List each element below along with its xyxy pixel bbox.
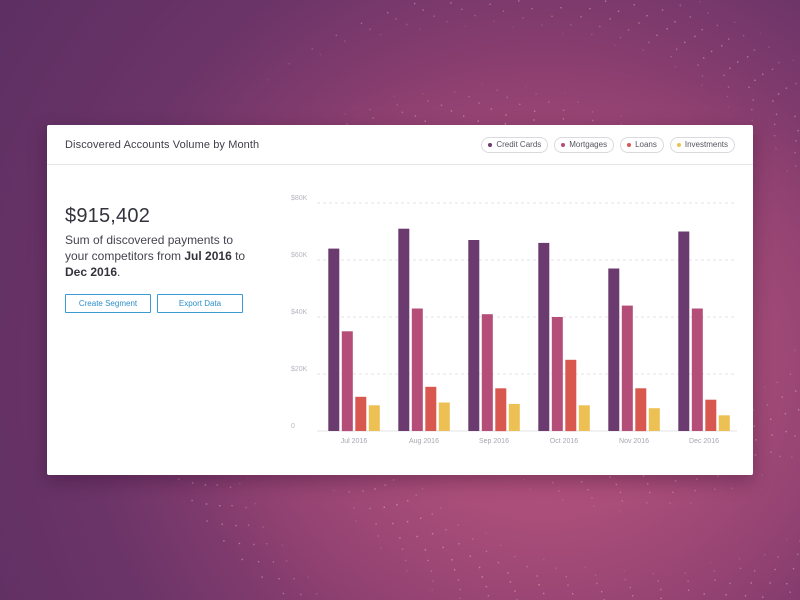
desc-mid: to (231, 249, 246, 263)
bar-loans[interactable] (635, 388, 647, 432)
bar-investments[interactable] (368, 405, 380, 431)
card-header: Discovered Accounts Volume by Month Cred… (47, 125, 753, 165)
bar-loans[interactable] (565, 359, 577, 432)
create-segment-button[interactable]: Create Segment (65, 294, 151, 313)
bar-investments[interactable] (718, 415, 730, 431)
bar-loans[interactable] (425, 386, 437, 431)
bar-loans[interactable] (495, 388, 507, 432)
bar-mortgages[interactable] (621, 305, 633, 431)
legend-label: Investments (684, 139, 728, 149)
legend-item-investments[interactable]: Investments (669, 136, 735, 153)
x-tick-label: Oct 2016 (550, 438, 579, 445)
legend-item-credit-cards[interactable]: Credit Cards (481, 136, 549, 153)
legend-item-mortgages[interactable]: Mortgages (554, 136, 615, 153)
bar-credit-cards[interactable] (538, 242, 550, 431)
y-tick-label: $80K (291, 195, 308, 202)
bar-chart-svg: 0 $20K $40K $60K $80K Jul 2016 Aug 2016 Sep 201… (291, 195, 737, 445)
y-tick-label: 0 (291, 423, 295, 430)
bar-mortgages[interactable] (481, 314, 493, 431)
summary: $915,402 Sum of discovered payments to y… (65, 205, 255, 280)
legend-dot-icon (676, 142, 681, 147)
bar-credit-cards[interactable] (608, 268, 620, 432)
legend-item-loans[interactable]: Loans (620, 136, 664, 153)
bar-investments[interactable] (438, 402, 450, 432)
bar-investments[interactable] (508, 403, 520, 431)
y-tick-label: $60K (291, 252, 308, 259)
chart-card: Discovered Accounts Volume by Month Cred… (47, 125, 753, 475)
date-from: Jul 2016 (184, 249, 232, 263)
bar-credit-cards[interactable] (328, 248, 340, 431)
bar-credit-cards[interactable] (678, 231, 690, 432)
y-tick-label: $40K (291, 309, 308, 316)
legend: Credit Cards Mortgages Loans Investments (481, 136, 735, 153)
total-amount: $915,402 (65, 205, 151, 227)
export-data-button[interactable]: Export Data (157, 294, 243, 313)
legend-label: Mortgages (569, 139, 608, 149)
bar-investments[interactable] (578, 405, 590, 431)
x-tick-label: Jul 2016 (341, 438, 368, 445)
bar-loans[interactable] (705, 399, 717, 431)
legend-dot-icon (561, 142, 566, 147)
legend-dot-icon (488, 142, 493, 147)
summary-description: Sum of discovered payments to your compe… (65, 232, 255, 280)
y-tick-label: $20K (291, 366, 308, 373)
bar-credit-cards[interactable] (398, 228, 410, 431)
actions: Create Segment Export Data (65, 294, 243, 313)
bar-credit-cards[interactable] (468, 240, 480, 431)
legend-dot-icon (627, 142, 632, 147)
x-tick-label: Nov 2016 (619, 438, 649, 445)
bar-investments[interactable] (648, 408, 660, 431)
date-to: Dec 2016 (65, 265, 118, 279)
bar-chart: 0 $20K $40K $60K $80K Jul 2016 Aug 2016 Sep 201… (277, 191, 753, 457)
desc-suffix: . (117, 265, 121, 279)
x-tick-label: Aug 2016 (409, 438, 439, 445)
bar-mortgages[interactable] (551, 317, 563, 431)
legend-label: Loans (635, 139, 657, 149)
bar-mortgages[interactable] (341, 331, 353, 432)
bar-mortgages[interactable] (411, 308, 423, 432)
desc-prefix: Sum of discovered payments to your compe… (65, 233, 234, 263)
bar-loans[interactable] (355, 396, 367, 431)
bar-mortgages[interactable] (691, 308, 703, 432)
x-tick-label: Dec 2016 (689, 438, 719, 445)
card-title: Discovered Accounts Volume by Month (65, 138, 260, 151)
x-tick-label: Sep 2016 (479, 438, 509, 445)
legend-label: Credit Cards (496, 139, 542, 149)
